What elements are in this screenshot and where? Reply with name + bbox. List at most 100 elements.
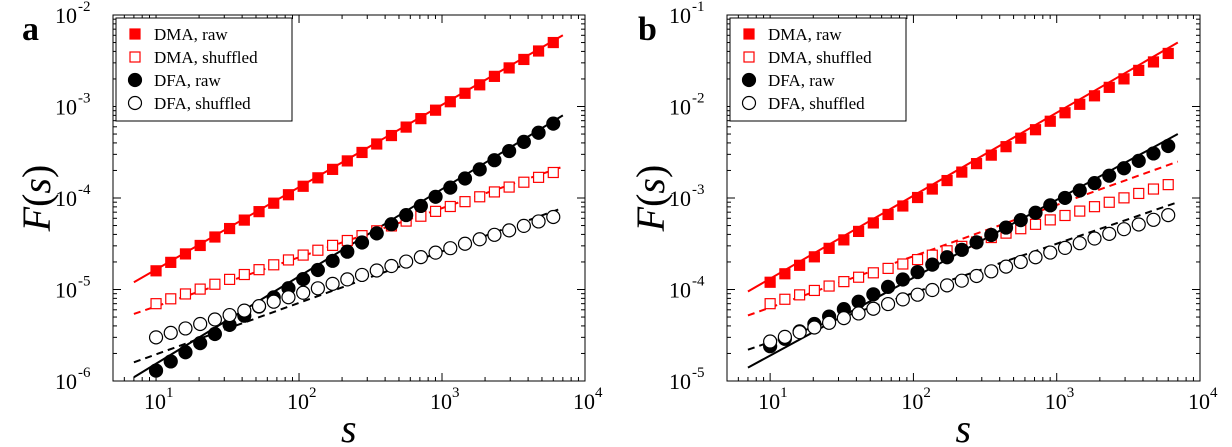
data-point (310, 262, 325, 278)
y-tick-label-exponent: -4 (78, 182, 91, 198)
data-point (148, 330, 164, 345)
data-point (897, 200, 909, 212)
data-point (1072, 236, 1087, 251)
x-tick-label-exponent: 1 (166, 385, 174, 401)
data-point (472, 232, 487, 247)
data-point (1147, 183, 1160, 195)
data-point (1131, 153, 1146, 168)
data-point (1161, 208, 1176, 223)
data-point (911, 191, 924, 204)
data-point (428, 245, 443, 260)
y-tick-label: 10 (669, 95, 691, 120)
data-point (866, 287, 881, 302)
y-tick-label-exponent: -3 (78, 91, 91, 107)
legend-marker (743, 28, 755, 40)
y-tick-label: 10 (55, 3, 77, 28)
y-tick-label-exponent: -2 (78, 0, 91, 15)
data-point (1102, 168, 1117, 183)
x-tick-label: 10 (1188, 389, 1210, 414)
series-circle-open (148, 209, 561, 345)
data-point (823, 242, 835, 254)
y-tick-label: 10 (55, 278, 77, 303)
data-point (1162, 179, 1174, 191)
data-point (1029, 218, 1042, 230)
data-point (866, 301, 881, 316)
x-tick-label-exponent: 2 (923, 385, 931, 401)
data-point (325, 253, 340, 268)
data-point (1043, 198, 1058, 213)
y-axis-label: F(s) (628, 165, 673, 233)
data-point (1043, 245, 1058, 260)
data-point (1013, 213, 1028, 228)
y-tick-label-exponent: -2 (692, 91, 705, 107)
data-point (777, 329, 792, 344)
data-point (400, 121, 412, 133)
data-point (882, 208, 894, 221)
data-point (1146, 212, 1161, 227)
data-point (546, 209, 561, 225)
data-point (1072, 183, 1087, 198)
data-point (459, 196, 471, 208)
legend-marker (127, 95, 143, 111)
data-point (488, 70, 501, 82)
data-point (1103, 81, 1115, 93)
data-point (237, 303, 252, 318)
data-point (984, 264, 999, 279)
legend: DMA, raw DMA, shuffled DFA, raw DFA, shuffl… (115, 17, 293, 122)
data-point (415, 113, 427, 125)
x-tick-label: 10 (901, 389, 923, 414)
data-point (312, 244, 324, 256)
data-point (1029, 124, 1042, 136)
data-point (1116, 161, 1132, 176)
data-point (444, 200, 456, 213)
data-point (207, 326, 222, 342)
panel-letter: a (22, 11, 39, 48)
x-tick-label: 10 (573, 389, 595, 414)
data-point (763, 334, 778, 349)
data-point (296, 272, 311, 287)
data-point (253, 206, 265, 218)
data-point (516, 134, 531, 150)
data-point (150, 265, 162, 277)
data-point (297, 249, 309, 261)
data-point (956, 166, 968, 178)
data-point (148, 363, 164, 378)
x-tick-label: 10 (144, 389, 166, 414)
x-axis-label: s (956, 406, 972, 447)
data-point (925, 257, 940, 272)
y-tick-label-exponent: -6 (78, 365, 91, 381)
data-point (1074, 205, 1086, 217)
data-point (354, 267, 370, 283)
x-axis-label: s (341, 406, 357, 447)
data-point (1057, 240, 1073, 255)
data-point (251, 299, 267, 314)
y-tick-label-exponent: -3 (692, 182, 705, 198)
data-point (340, 272, 355, 287)
data-point (925, 282, 940, 298)
data-point (179, 248, 192, 260)
data-point (165, 256, 177, 268)
legend-label: DFA, raw (154, 71, 221, 90)
data-point (428, 189, 443, 204)
data-point (443, 241, 458, 256)
data-point (457, 171, 473, 186)
data-point (297, 180, 309, 192)
data-point (807, 320, 822, 335)
data-point (385, 129, 398, 142)
data-point (325, 276, 340, 291)
data-point (969, 235, 984, 250)
data-point (1161, 138, 1176, 154)
data-point (238, 268, 250, 281)
data-point (443, 180, 458, 195)
series-circle-filled (148, 116, 561, 378)
y-tick-label: 10 (55, 369, 77, 394)
data-point (163, 354, 178, 369)
data-point (836, 311, 851, 326)
data-point (179, 288, 192, 300)
legend-marker (129, 51, 141, 63)
data-point (1028, 250, 1043, 265)
y-tick-label-exponent: -4 (692, 274, 705, 290)
data-point (224, 222, 236, 235)
x-tick-label-exponent: 3 (452, 385, 460, 401)
data-point (1103, 196, 1115, 208)
